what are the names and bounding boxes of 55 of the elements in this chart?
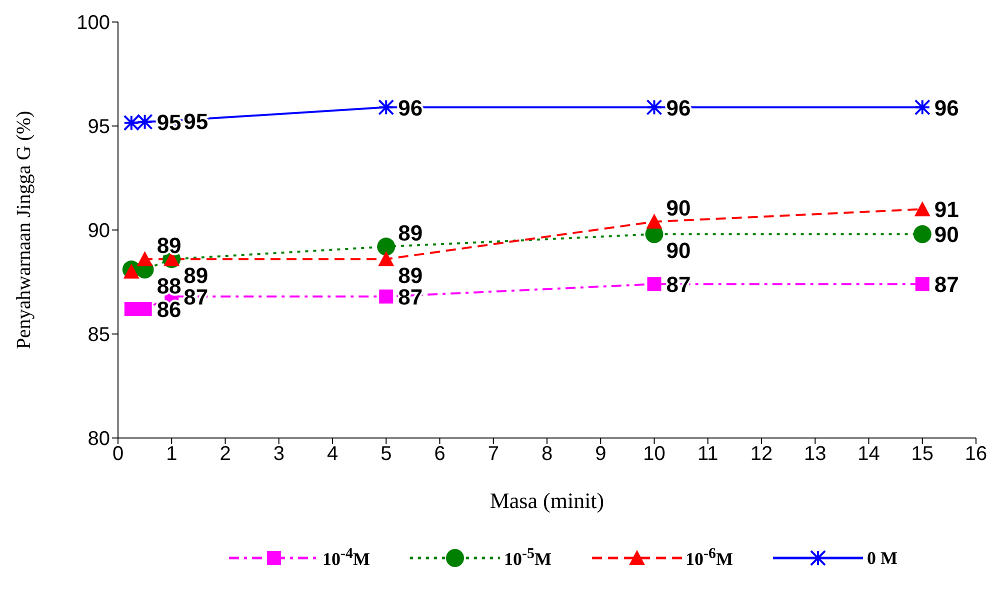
point — [136, 114, 153, 130]
y-tick-label: 95 — [88, 116, 110, 138]
x-tick-label: 11 — [697, 443, 718, 466]
point — [377, 238, 396, 256]
data-label: 91 — [934, 197, 959, 222]
x-tick-label: 13 — [804, 443, 826, 466]
y-tick-label: 90 — [88, 220, 110, 242]
x-tick-label: 2 — [220, 443, 231, 466]
x-axis-title: Masa (minit) — [490, 488, 604, 513]
point — [378, 99, 394, 116]
x-tick-label: 7 — [488, 443, 499, 466]
data-label: 90 — [934, 222, 959, 248]
y-axis-title: Penyahwarnaan Jingga G (%) — [13, 110, 36, 350]
data-label: 96 — [934, 95, 959, 120]
x-tick-label: 0 — [112, 443, 124, 466]
x-tick-label: 3 — [273, 443, 284, 466]
data-label: 90 — [666, 238, 691, 264]
x-tick-label: 14 — [858, 443, 880, 466]
x-tick-label: 10 — [643, 443, 666, 466]
data-label: 87 — [666, 272, 691, 298]
point — [123, 114, 140, 131]
point — [124, 302, 138, 316]
y-tick-label: 85 — [88, 324, 110, 346]
point — [123, 264, 140, 279]
legend-label: 10$^{-5}$M — [504, 546, 552, 570]
point — [913, 225, 932, 244]
point — [646, 99, 662, 116]
point — [647, 277, 662, 292]
point — [646, 214, 662, 229]
point — [136, 251, 153, 266]
x-tick-label: 5 — [380, 443, 392, 466]
data-label: 90 — [666, 196, 691, 221]
legend-label: 0 M — [867, 548, 898, 568]
x-tick-label: 9 — [595, 443, 606, 466]
point — [915, 277, 930, 292]
point — [914, 201, 930, 216]
x-tick-label: 15 — [911, 443, 934, 466]
x-tick-label: 4 — [326, 443, 338, 466]
data-label: 89 — [398, 220, 423, 246]
x-tick-label: 6 — [434, 443, 446, 466]
y-tick-label: 100 — [76, 12, 110, 34]
data-label: 87 — [934, 272, 959, 298]
point — [378, 251, 394, 266]
point — [379, 290, 394, 304]
point — [914, 99, 930, 116]
legend-label: 10$^{-4}$M — [322, 546, 370, 570]
x-tick-label: 1 — [166, 443, 178, 466]
point — [138, 302, 152, 316]
legend-label: 10$^{-6}$M — [686, 546, 733, 570]
data-label: 86 — [156, 297, 182, 322]
x-tick-label: 16 — [964, 443, 988, 466]
x-tick-label: 12 — [750, 443, 773, 466]
y-tick-label: 80 — [88, 428, 110, 450]
data-label: 89 — [156, 233, 182, 258]
x-tick-label: 8 — [541, 443, 553, 466]
